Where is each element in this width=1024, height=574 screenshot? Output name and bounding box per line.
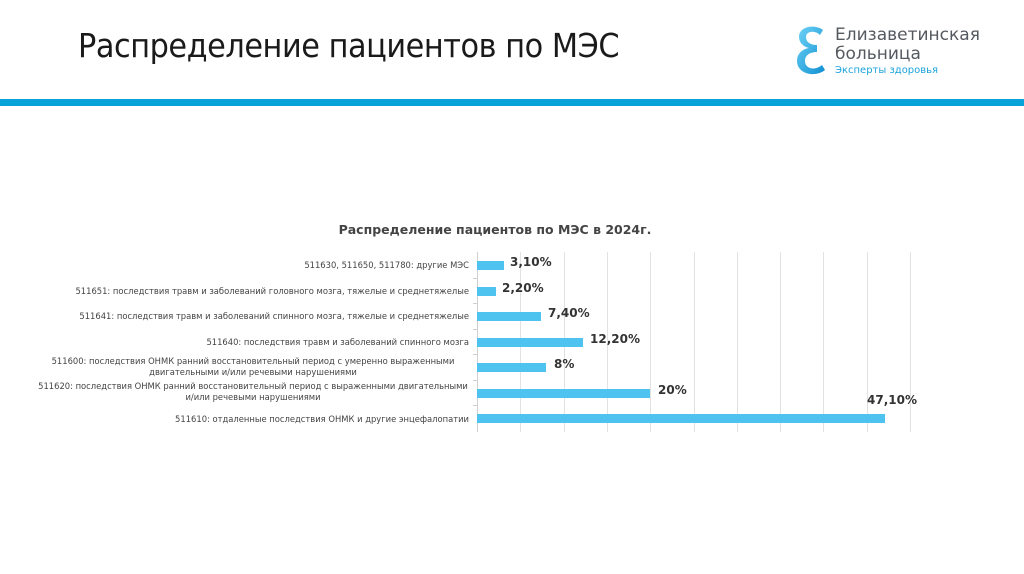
bar <box>477 261 504 270</box>
category-label: 511600: последствия ОНМК ранний восстано… <box>33 356 473 378</box>
gridline <box>736 252 738 432</box>
gridline <box>650 252 652 432</box>
page-title: Распределение пациентов по МЭС <box>78 26 620 65</box>
category-label-line: 511620: последствия ОНМК ранний восстано… <box>38 381 468 391</box>
bar-value-label: 47,10% <box>867 393 917 407</box>
category-label: 511620: последствия ОНМК ранний восстано… <box>33 381 473 403</box>
bar-row: 2,20% <box>473 277 910 304</box>
category-label-line: 511600: последствия ОНМК ранний восстано… <box>51 356 455 366</box>
category-label: 511630, 511650, 511780: другие МЭС <box>304 260 469 270</box>
axis-tick <box>473 379 477 381</box>
category-label-line: двигательными и/или речевыми нарушениями <box>149 367 357 377</box>
bar-row: 8% <box>473 354 910 380</box>
bar <box>477 286 496 296</box>
bar-row: 7,40% <box>473 303 910 329</box>
bar-row: 20% <box>473 379 910 406</box>
category-label: 511610: отдаленные последствия ОНМК и др… <box>175 414 469 424</box>
gridline <box>866 252 868 432</box>
logo-name-line2: больница <box>835 44 921 64</box>
axis-tick <box>473 328 477 330</box>
bar-row: 47,10% <box>473 393 917 431</box>
bar-value-label: 3,10% <box>510 255 552 269</box>
header-divider-bar <box>0 99 1024 106</box>
bar-value-label: 12,20% <box>590 331 640 346</box>
bar-row: 3,10% <box>477 252 910 278</box>
gridline <box>693 252 695 432</box>
bar <box>477 312 541 321</box>
logo-e-icon <box>797 26 825 75</box>
chart-title: Распределение пациентов по МЭС в 2024г. <box>338 222 652 237</box>
bar-value-label: 20% <box>658 382 687 397</box>
bar-value-label: 8% <box>554 357 575 371</box>
bar <box>477 363 547 372</box>
hospital-logo: Елизаветинская больница Эксперты здоровь… <box>795 24 995 80</box>
gridline <box>780 252 782 432</box>
axis-tick <box>473 405 477 406</box>
axis-tick <box>473 354 477 355</box>
gridline <box>606 252 608 432</box>
logo-tagline: Эксперты здоровья <box>835 65 939 76</box>
bar-row: 12,20% <box>473 328 910 355</box>
gridline <box>910 252 911 432</box>
category-label: 511651: последствия травм и заболеваний … <box>75 286 469 296</box>
bar-value-label: 2,20% <box>502 280 544 295</box>
bar <box>477 388 651 398</box>
category-label: 511641: последствия травм и заболеваний … <box>79 311 469 321</box>
category-label: 511640: последствия травм и заболеваний … <box>206 337 469 347</box>
bar-value-label: 7,40% <box>548 306 590 320</box>
bar <box>477 337 583 347</box>
category-label-line: и/или речевыми нарушениями <box>185 392 321 402</box>
gridline <box>823 252 825 432</box>
logo-name-line1: Елизаветинская <box>835 25 980 45</box>
axis-tick <box>473 277 477 279</box>
bar-chart-plot: 3,10% 2,20% 7,40% 12,20% 8% 20% 47,10% <box>473 252 917 432</box>
axis-tick <box>473 303 477 304</box>
bar <box>477 414 885 423</box>
